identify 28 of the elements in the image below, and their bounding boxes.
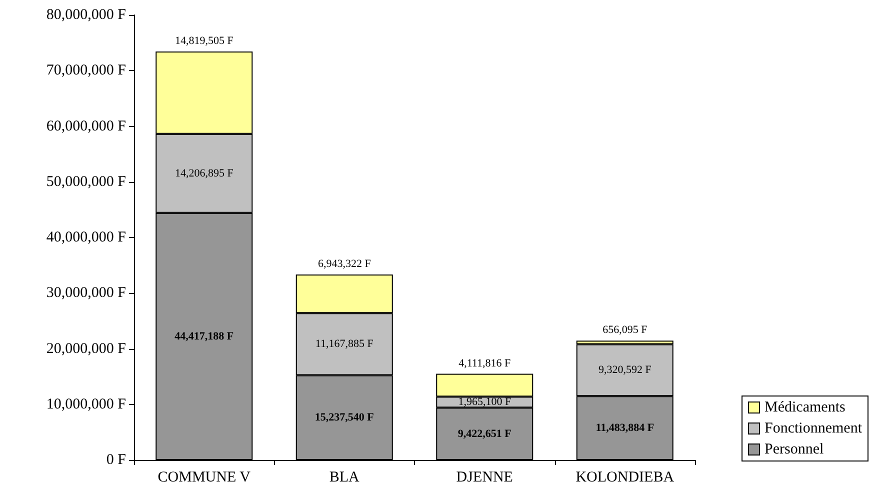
- data-label: 9,422,651 F: [458, 428, 512, 440]
- data-label: 4,111,816 F: [458, 357, 511, 370]
- y-tick-label: 10,000,000 F: [46, 396, 126, 412]
- data-label: 6,943,322 F: [318, 258, 371, 270]
- data-label: 15,237,540 F: [314, 412, 374, 424]
- x-tick-label: KOLONDIEBA: [576, 470, 674, 486]
- legend-label: Médicaments: [764, 400, 846, 416]
- x-tick-label: DJENNE: [456, 470, 513, 486]
- data-label: 11,483,884 F: [596, 422, 654, 434]
- data-label: 1,965,100 F: [458, 396, 512, 408]
- y-tick-label: 70,000,000 F: [46, 62, 126, 79]
- y-tick-label: 40,000,000 F: [46, 230, 126, 246]
- data-label: 14,819,505 F: [174, 34, 234, 47]
- y-tick-label: 50,000,000 F: [46, 174, 126, 190]
- y-tick-label: 0 F: [106, 452, 126, 468]
- data-label: 9,320,592 F: [598, 364, 652, 376]
- legend-label: Personnel: [764, 442, 824, 458]
- y-tick-label: 20,000,000 F: [46, 340, 126, 357]
- y-tick-label: 30,000,000 F: [46, 285, 126, 302]
- legend-label: Fonctionnement: [764, 420, 863, 436]
- y-tick-label: 80,000,000 F: [46, 7, 126, 23]
- data-label: 14,206,895 F: [174, 167, 234, 180]
- data-label: 656,095 F: [602, 324, 648, 336]
- y-tick-label: 60,000,000 F: [46, 118, 126, 134]
- x-tick-label: BLA: [329, 470, 360, 486]
- data-label: 44,417,188 F: [174, 330, 234, 342]
- x-tick-label: COMMUNE V: [158, 470, 251, 486]
- data-label: 11,167,885 F: [315, 338, 374, 350]
